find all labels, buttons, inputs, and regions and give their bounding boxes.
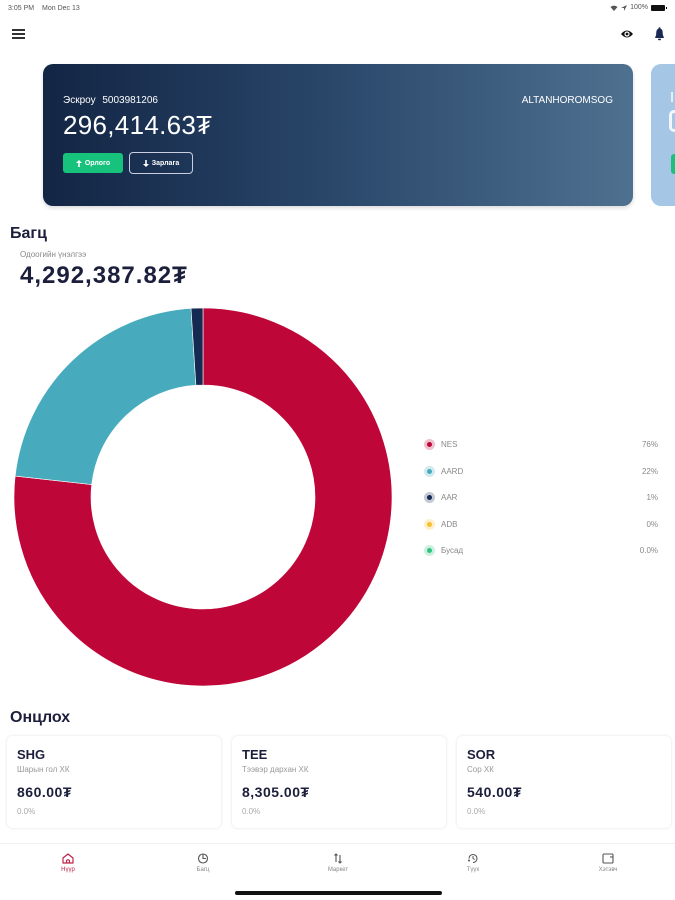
pie-chart-icon [197,853,209,864]
expense-button[interactable]: Зарлага [129,152,193,174]
account-info: Эскроу 5003981206 [63,95,162,106]
stock-card-tee[interactable]: TEE Тээвэр дархан ХК 8,305.00₮ 0.0% [232,736,446,828]
next-card-text [671,92,675,102]
transfer-arrows-icon [334,853,342,864]
status-left: 3:05 PM Mon Dec 13 [8,5,86,12]
legend-dot-icon [424,545,435,556]
hamburger-icon[interactable] [12,29,25,39]
nav-item-history[interactable]: Түүх [433,853,513,883]
legend-label: AARD [441,466,464,476]
account-card[interactable]: Эскроу 5003981206 296,414.63₮ ALTANHOROM… [43,64,633,206]
featured-title: Онцлох [10,709,71,726]
bell-icon[interactable] [654,27,665,41]
chart-legend: NES 76% AARD 22% AAR 1% ADB 0% Бусад 0.0… [422,434,658,567]
battery-icon [651,4,667,11]
legend-label: NES [441,440,458,449]
battery-percent: 100% [630,4,648,11]
stock-name: Тээвэр дархан ХК [242,765,309,774]
nav-label-market: Маркет [327,867,349,873]
income-button[interactable]: Орлого [63,153,123,173]
portfolio-total: 4,292,387.82₮ [20,262,188,289]
stock-price: 540.00₮ [467,784,522,800]
nav-item-market[interactable]: Маркет [298,853,378,883]
status-bar: 3:05 PM Mon Dec 13 100% [0,0,675,18]
eye-icon[interactable] [620,28,634,40]
nav-label-wallet: Хэтэвч [598,867,618,873]
history-icon [468,853,478,864]
stock-card-shg[interactable]: SHG Шарын гол ХК 860.00₮ 0.0% [7,736,221,828]
next-account-card[interactable] [651,64,675,206]
legend-value: 1% [646,493,658,502]
home-indicator [235,891,442,895]
legend-item[interactable]: AAR 1% [422,487,658,514]
expense-button-label: Зарлага [151,159,180,167]
stock-change: 0.0% [17,807,36,816]
status-right: 100% [610,4,667,11]
wallet-icon [602,853,614,864]
portfolio-title: Багц [10,225,47,242]
legend-label: Бусад [441,546,464,555]
donut-slice-aar[interactable] [190,307,204,386]
legend-item[interactable]: ADB 0% [422,514,658,541]
arrow-up-icon [75,159,82,167]
home-icon [62,853,74,864]
legend-value: 0.0% [639,546,658,555]
nav-item-wallet[interactable]: Хэтэвч [568,853,648,883]
nav-item-home[interactable]: Нүүр [28,853,108,883]
next-card-balance [669,110,675,132]
portfolio-donut-chart [13,307,393,687]
stock-card-sor[interactable]: SOR Сор ХК 540.00₮ 0.0% [457,736,671,828]
legend-dot-icon [424,492,435,503]
account-balance: 296,414.63₮ [63,110,213,140]
legend-label: AAR [441,493,458,502]
location-icon [621,4,628,11]
status-date: Mon Dec 13 [42,5,80,12]
legend-dot-icon [424,518,435,530]
nav-label-portfolio: Багц [196,867,210,873]
stock-name: Сор ХК [467,765,494,774]
stock-change: 0.0% [467,807,486,816]
stock-change: 0.0% [242,807,261,816]
legend-value: 0% [646,519,658,529]
legend-label: ADB [441,519,458,529]
donut-slice-aard[interactable] [14,308,197,485]
stock-symbol: SHG [17,747,46,762]
arrow-down-icon [142,159,149,167]
legend-value: 22% [641,466,658,476]
account-owner: ALTANHOROMSOG [521,95,613,106]
account-label: Эскроу [63,95,96,106]
stock-symbol: SOR [467,747,496,762]
top-app-bar [0,22,675,48]
wifi-icon [610,5,618,11]
donut-slice-nes[interactable] [13,307,393,687]
legend-dot-icon [424,439,435,450]
stock-price: 860.00₮ [17,784,72,800]
bottom-nav: Нүүр Багц Маркет Түүх Хэтэвч [0,843,675,900]
legend-item[interactable]: Бусад 0.0% [422,540,658,567]
nav-label-home: Нүүр [61,867,75,873]
portfolio-subtitle: Одоогийн үнэлгээ [20,250,87,259]
status-time: 3:05 PM [8,5,35,12]
next-card-button [671,154,675,174]
legend-value: 76% [641,440,658,449]
stock-symbol: TEE [242,747,268,762]
nav-item-portfolio[interactable]: Багц [163,853,243,883]
legend-dot-icon [424,465,435,477]
legend-item[interactable]: AARD 22% [422,461,658,488]
stock-price: 8,305.00₮ [242,784,310,800]
stock-name: Шарын гол ХК [17,765,70,774]
legend-item[interactable]: NES 76% [422,434,658,461]
account-number: 5003981206 [102,95,158,106]
nav-label-history: Түүх [466,867,480,873]
income-button-label: Орлого [84,159,111,167]
